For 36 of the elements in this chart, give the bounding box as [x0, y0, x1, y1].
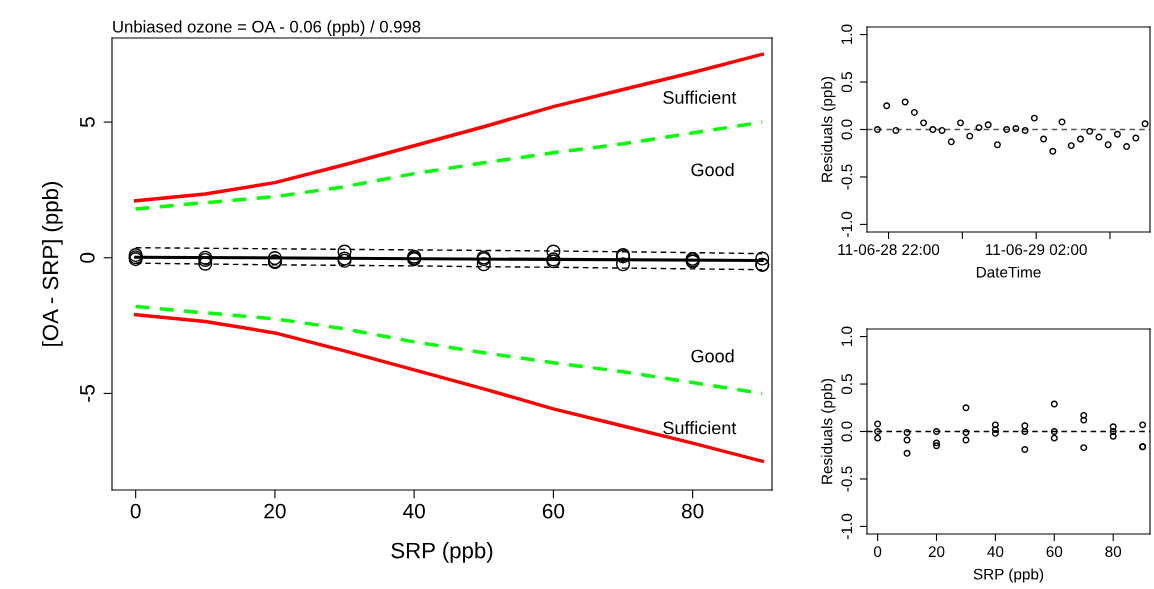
x-tick-label: 11-06-28 22:00	[838, 244, 940, 256]
annotation: Sufficient	[663, 90, 737, 104]
annotation: Good	[691, 349, 734, 363]
y-tick-label: 0.5	[841, 72, 853, 93]
y-tick-label: -1.0	[841, 513, 853, 539]
y-tick-label: 0.5	[841, 374, 853, 395]
x-tick-label: 20	[928, 546, 945, 558]
y-tick-label: 5	[80, 117, 95, 128]
x-tick-label: 80	[1105, 546, 1122, 558]
y-tick-label: 0.0	[841, 119, 853, 140]
x-tick-label: 0	[873, 546, 882, 558]
y-tick-label: -1.0	[841, 211, 853, 237]
y-tick-label: 0	[79, 252, 95, 263]
chart-title: Unbiased ozone = OA - 0.06 (ppb) / 0.998	[113, 20, 421, 36]
y-axis-title: Residuals (ppb)	[821, 378, 836, 484]
y-tick-label: -0.5	[841, 466, 853, 492]
y-tick-label: 1.0	[841, 326, 853, 347]
y-tick-label: 1.0	[841, 24, 853, 45]
annotation: Sufficient	[663, 421, 737, 435]
x-tick-label: 40	[987, 546, 1004, 558]
y-axis-title: Residuals (ppb)	[821, 76, 836, 182]
y-tick-label: -5	[80, 385, 95, 402]
annotation: Good	[691, 162, 734, 177]
x-axis-title: DateTime	[976, 266, 1041, 278]
x-tick-label: 0	[130, 503, 141, 519]
x-tick-label: 60	[542, 503, 565, 519]
x-axis-title: SRP (ppb)	[973, 568, 1044, 583]
x-tick-label: 20	[264, 503, 286, 519]
x-tick-label: 80	[681, 503, 704, 519]
y-tick-label: -0.5	[841, 164, 853, 190]
x-tick-label: 60	[1046, 546, 1063, 558]
x-tick-label: 11-06-29 02:00	[986, 244, 1087, 256]
x-axis-title: SRP (ppb)	[391, 542, 493, 563]
y-tick-label: 0.0	[841, 421, 853, 442]
x-tick-label: 40	[403, 503, 425, 519]
y-axis-title: [OA - SRP] (ppb)	[42, 182, 63, 346]
